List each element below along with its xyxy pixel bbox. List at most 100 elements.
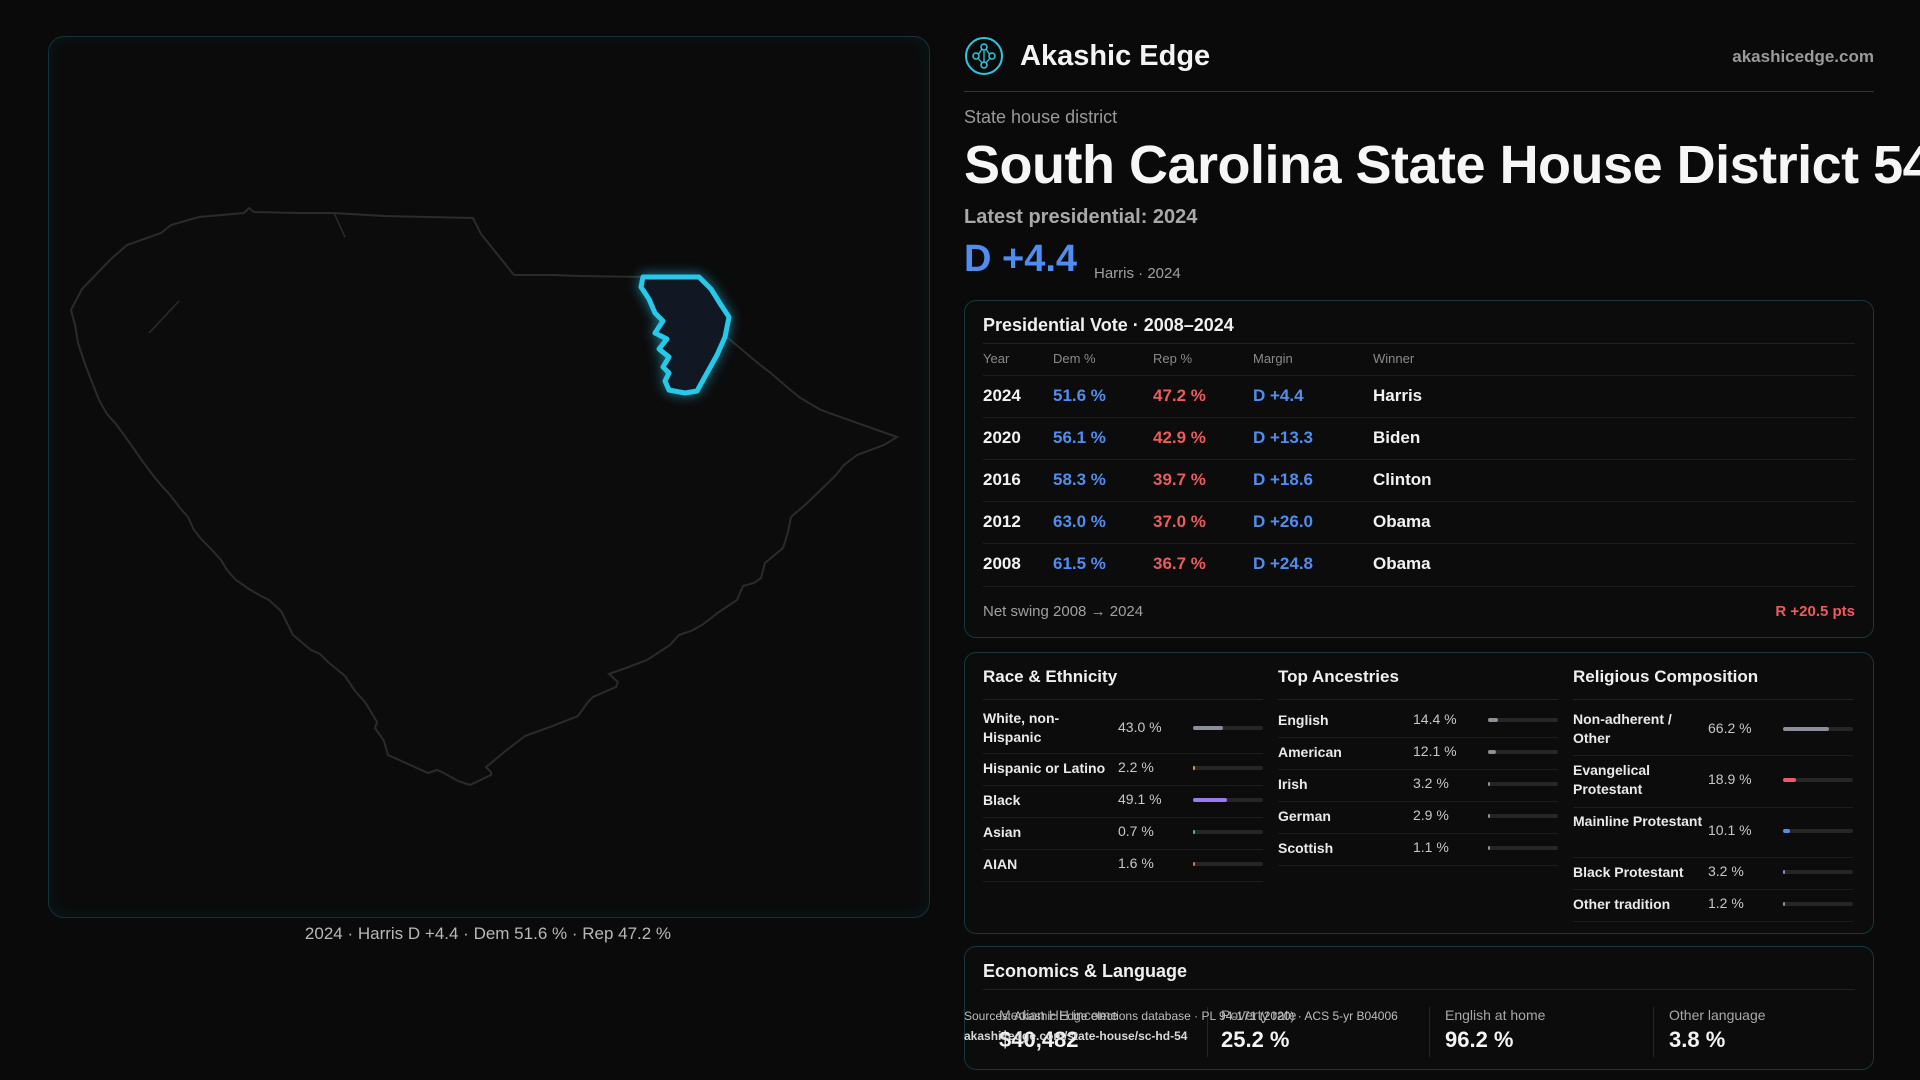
econ-label: Poverty rate	[1221, 1007, 1297, 1023]
ancestry-bar-fill	[1488, 718, 1499, 722]
row-winner: Harris	[1373, 386, 1423, 405]
list-item: Asian 0.7 %	[983, 817, 1263, 850]
race-label: White, non-Hispanic	[983, 710, 1060, 745]
religion-label: Black Protestant	[1573, 864, 1684, 880]
race-label: Asian	[983, 824, 1022, 840]
race-value: 1.6 %	[1118, 855, 1154, 871]
row-margin: D +4.4	[1253, 386, 1304, 405]
ancestry-value: 3.2 %	[1413, 775, 1449, 791]
econ-value: 3.8 %	[1669, 1027, 1726, 1052]
col-header-year: Year	[983, 351, 1010, 366]
demographics-card: Race & Ethnicity White, non-Hispanic 43.…	[964, 652, 1874, 934]
econ-value: $40,482	[999, 1027, 1079, 1052]
row-dem: 61.5 %	[1053, 554, 1106, 573]
table-row: 2016 58.3 % 39.7 % D +18.6 Clinton	[983, 459, 1855, 502]
district-type: State house district	[964, 107, 1118, 127]
internal-boundary-line	[148, 300, 180, 334]
internal-boundary-line	[333, 212, 346, 238]
list-item: English 14.4 %	[1278, 705, 1558, 738]
list-item: AIAN 1.6 %	[983, 849, 1263, 882]
religion-bar	[1783, 778, 1853, 782]
econ-divider	[1429, 1007, 1430, 1057]
row-margin: D +18.6	[1253, 470, 1314, 489]
race-ethnicity-title: Race & Ethnicity	[983, 667, 1118, 686]
ancestry-value: 14.4 %	[1413, 711, 1457, 727]
religion-value: 1.2 %	[1708, 895, 1744, 911]
row-rep: 42.9 %	[1153, 428, 1206, 447]
table-row: 2012 63.0 % 37.0 % D +26.0 Obama	[983, 501, 1855, 544]
religion-bar	[1783, 829, 1853, 833]
highlighted-district-54[interactable]	[638, 274, 732, 396]
religion-bar-fill	[1783, 829, 1791, 833]
row-dem: 63.0 %	[1053, 512, 1106, 531]
site-domain-link[interactable]: akashicedge.com	[1732, 47, 1874, 66]
row-year: 2016	[983, 470, 1021, 489]
race-bar	[1193, 766, 1263, 770]
sources-footer: Sources: Akashic Edge elections database…	[964, 1006, 1398, 1046]
race-bar	[1193, 862, 1263, 866]
row-year: 2008	[983, 554, 1021, 573]
ancestry-label: Irish	[1278, 776, 1308, 792]
table-row: 2024 51.6 % 47.2 % D +4.4 Harris	[983, 375, 1855, 418]
list-item: Black Protestant 3.2 %	[1573, 857, 1853, 890]
list-item: Other tradition 1.2 %	[1573, 889, 1853, 922]
econ-divider	[1207, 1007, 1208, 1057]
row-rep: 47.2 %	[1153, 386, 1206, 405]
ancestry-bar-fill	[1488, 814, 1491, 818]
list-item: Non-adherent / Other 66.2 %	[1573, 705, 1853, 756]
ancestry-bar	[1488, 718, 1558, 722]
row-rep: 36.7 %	[1153, 554, 1206, 573]
tree-of-life-icon	[965, 37, 1003, 75]
race-bar	[1193, 830, 1263, 834]
econ-english-at-home: English at home 96.2 %	[1445, 1007, 1545, 1053]
ancestry-bar-fill	[1488, 846, 1490, 850]
religion-bar-fill	[1783, 902, 1785, 906]
net-swing-label: Net swing 2008 → 2024	[983, 603, 1144, 620]
economics-title: Economics & Language	[983, 961, 1188, 981]
race-bar-fill	[1193, 766, 1195, 770]
list-item: Irish 3.2 %	[1278, 769, 1558, 802]
list-item: White, non-Hispanic 43.0 %	[983, 705, 1263, 754]
list-item: Scottish 1.1 %	[1278, 833, 1558, 866]
religion-bar-fill	[1783, 870, 1786, 874]
race-bar-fill	[1193, 830, 1195, 834]
econ-other-language: Other language 3.8 %	[1669, 1007, 1766, 1053]
row-winner: Obama	[1373, 512, 1431, 531]
table-row: 2008 61.5 % 36.7 % D +24.8 Obama	[983, 543, 1855, 587]
col-header-rep: Rep %	[1153, 351, 1193, 366]
row-winner: Biden	[1373, 428, 1421, 447]
row-year: 2020	[983, 428, 1021, 447]
permalink[interactable]: akashicedge.com/state-house/sc-hd-54	[964, 1029, 1188, 1043]
race-label: Black	[983, 792, 1021, 808]
religion-label: Evangelical Protestant	[1573, 762, 1651, 797]
ancestry-label: American	[1278, 744, 1342, 760]
brand[interactable]: Akashic Edge	[964, 36, 1210, 76]
net-swing-value: R +20.5 pts	[1775, 603, 1855, 620]
religion-bar-fill	[1783, 778, 1797, 782]
economics-card: Economics & Language Median HH income $4…	[964, 946, 1874, 1070]
headline-margin-sub: Harris · 2024	[1094, 265, 1181, 282]
race-bar-fill	[1193, 862, 1195, 866]
ancestry-bar-fill	[1488, 750, 1497, 754]
sources-text: Sources: Akashic Edge elections database…	[964, 1009, 1398, 1023]
row-winner: Clinton	[1373, 470, 1432, 489]
row-margin: D +13.3	[1253, 428, 1314, 447]
district-map[interactable]	[48, 36, 930, 918]
list-item: German 2.9 %	[1278, 801, 1558, 834]
ancestry-value: 12.1 %	[1413, 743, 1457, 759]
row-year: 2024	[983, 386, 1021, 405]
econ-divider	[1653, 1007, 1654, 1057]
religion-bar	[1783, 902, 1853, 906]
ancestry-label: English	[1278, 712, 1329, 728]
religion-value: 3.2 %	[1708, 863, 1744, 879]
section-divider	[983, 699, 1263, 700]
race-value: 0.7 %	[1118, 823, 1154, 839]
race-bar-fill	[1193, 726, 1224, 730]
row-dem: 51.6 %	[1053, 386, 1106, 405]
ancestry-bar	[1488, 814, 1558, 818]
ancestry-title: Top Ancestries	[1278, 667, 1399, 686]
list-item: Hispanic or Latino 2.2 %	[983, 753, 1263, 786]
race-bar	[1193, 726, 1263, 730]
row-dem: 56.1 %	[1053, 428, 1106, 447]
econ-poverty-rate: Poverty rate 25.2 %	[1221, 1007, 1296, 1053]
